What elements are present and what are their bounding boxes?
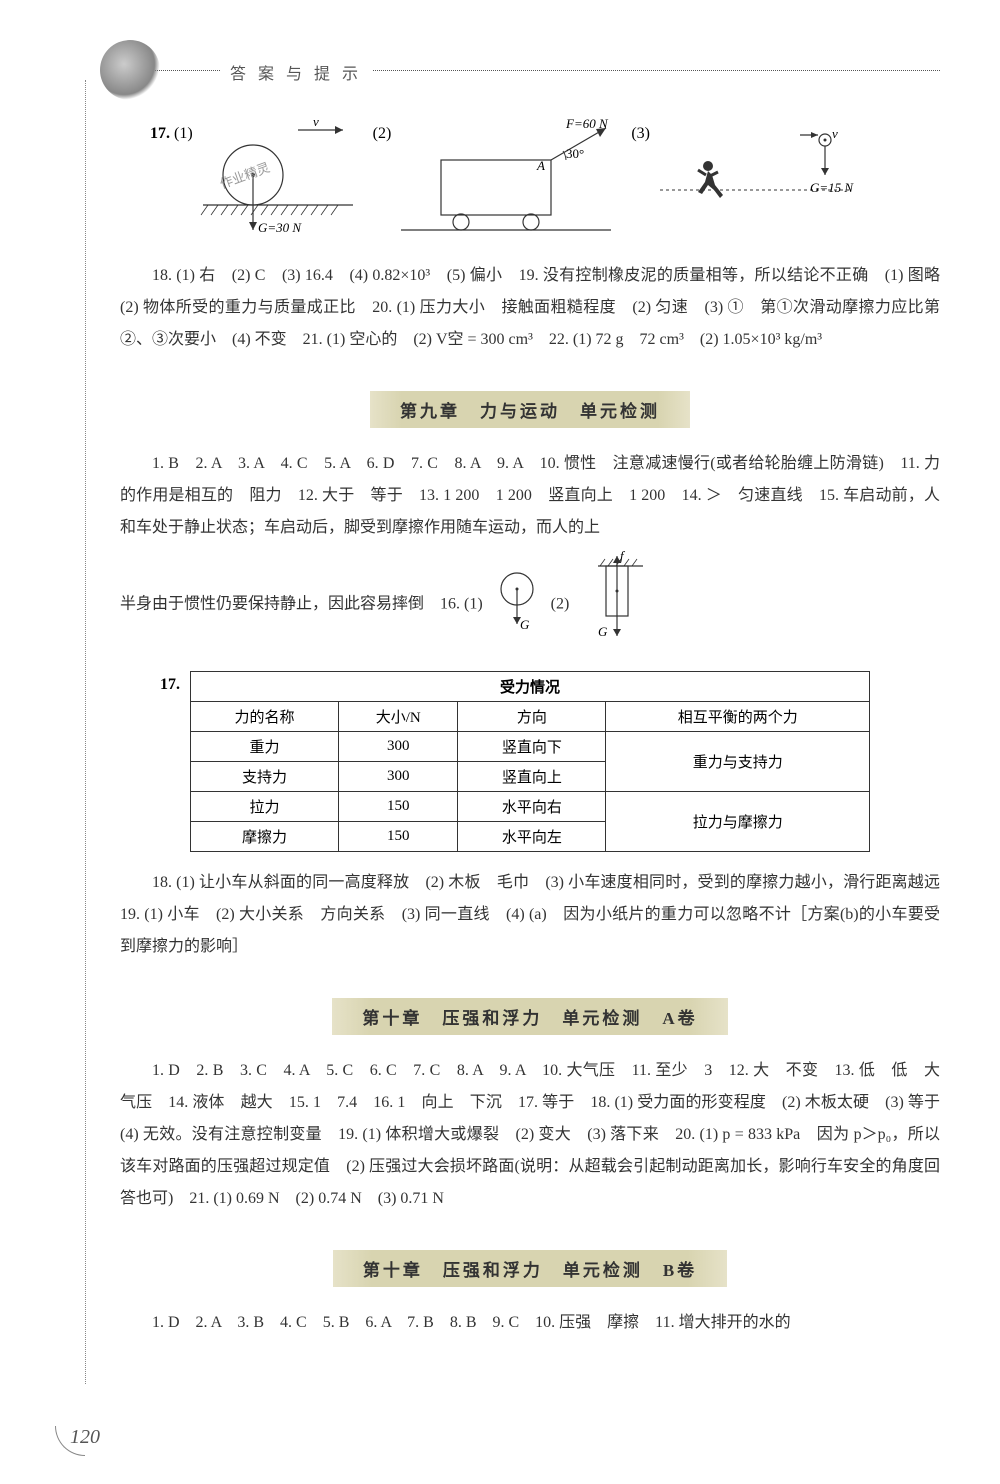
svg-text:f: f <box>620 548 626 563</box>
diag1-watermark: 作业精灵 <box>217 160 271 192</box>
q17-diagram-1: v G=30 N 作业精灵 <box>203 120 363 240</box>
diag1-v-label: v <box>313 114 319 129</box>
table-row: 拉力 150 水平向右 拉力与摩擦力 <box>191 792 870 822</box>
table-row: 受力情况 <box>191 672 870 702</box>
col-header: 大小/N <box>339 702 458 732</box>
page-number: 120 <box>70 1426 100 1449</box>
q17-sub3: (3) <box>631 120 650 143</box>
chapter10a-title: 第十章 压强和浮力 单元检测 A卷 <box>332 998 727 1035</box>
para-18-22: 18. (1) 右 (2) C (3) 16.4 (4) 0.82×10³ (5… <box>120 260 940 356</box>
q17-diagram-2: 30° F=60 N A <box>401 120 621 240</box>
diag3-g-label: G=15 N <box>810 180 854 195</box>
para-18-19-after-table: 18. (1) 让小车从斜面的同一高度释放 (2) 木板 毛巾 (3) 小车速度… <box>120 867 940 963</box>
page-header: 答 案 与 提 示 <box>120 50 940 90</box>
chapter9-para2-prefix: 半身由于惯性仍要保持静止，因此容易摔倒 16. (1) <box>120 596 483 613</box>
q17-table-wrap: 17. 受力情况 力的名称 大小/N 方向 相互平衡的两个力 重力 300 竖直… <box>160 671 940 852</box>
diag2-f-label: F=60 N <box>565 116 609 131</box>
chapter9-para1: 1. B 2. A 3. A 4. C 5. A 6. D 7. C 8. A … <box>120 448 940 544</box>
q16-diagram-1: G <box>492 559 542 651</box>
table-row: 重力 300 竖直向下 重力与支持力 <box>191 732 870 762</box>
diag2-angle: 30° <box>566 146 584 161</box>
col-header: 方向 <box>458 702 606 732</box>
chapter9-banner: 第九章 力与运动 单元检测 <box>120 391 940 428</box>
q17-sub2: (2) <box>373 120 392 143</box>
left-margin-dots <box>85 80 86 1384</box>
chapter9-para2: 半身由于惯性仍要保持静止，因此容易摔倒 16. (1) G (2) f G <box>120 554 940 656</box>
chapter10a-banner: 第十章 压强和浮力 单元检测 A卷 <box>120 998 940 1035</box>
header-book-icon <box>100 40 160 100</box>
chapter10b-title: 第十章 压强和浮力 单元检测 B卷 <box>333 1250 727 1287</box>
chapter10b-banner: 第十章 压强和浮力 单元检测 B卷 <box>120 1250 940 1287</box>
running-person-icon <box>698 161 723 198</box>
chapter10a-para: 1. D 2. B 3. C 4. A 5. C 6. C 7. C 8. A … <box>120 1055 940 1215</box>
q17-sub1: (1) <box>174 120 193 143</box>
svg-text:G: G <box>520 617 530 632</box>
chapter10b-para: 1. D 2. A 3. B 4. C 5. B 6. A 7. B 8. B … <box>120 1307 940 1339</box>
chapter9-para2-mid: (2) <box>551 596 570 613</box>
col-header: 力的名称 <box>191 702 339 732</box>
chapter9-title: 第九章 力与运动 单元检测 <box>370 391 690 428</box>
q17-diagram-3: v G=15 N <box>660 120 860 240</box>
header-title: 答 案 与 提 示 <box>220 60 372 84</box>
col-header: 相互平衡的两个力 <box>606 702 870 732</box>
diag1-g-label: G=30 N <box>258 220 302 235</box>
q17-table-label: 17. <box>160 671 180 694</box>
q17-label: 17. <box>150 120 170 143</box>
q17-diagram-row: 17. (1) v G=30 N 作业精灵 (2) <box>150 120 940 250</box>
table-header-merged: 受力情况 <box>191 672 870 702</box>
diag3-v-label: v <box>832 126 838 141</box>
q16-diagram-2: f G <box>578 554 648 656</box>
force-table: 受力情况 力的名称 大小/N 方向 相互平衡的两个力 重力 300 竖直向下 重… <box>190 671 870 852</box>
diag2-A: A <box>536 158 545 173</box>
table-row: 力的名称 大小/N 方向 相互平衡的两个力 <box>191 702 870 732</box>
svg-text:G: G <box>598 624 608 639</box>
